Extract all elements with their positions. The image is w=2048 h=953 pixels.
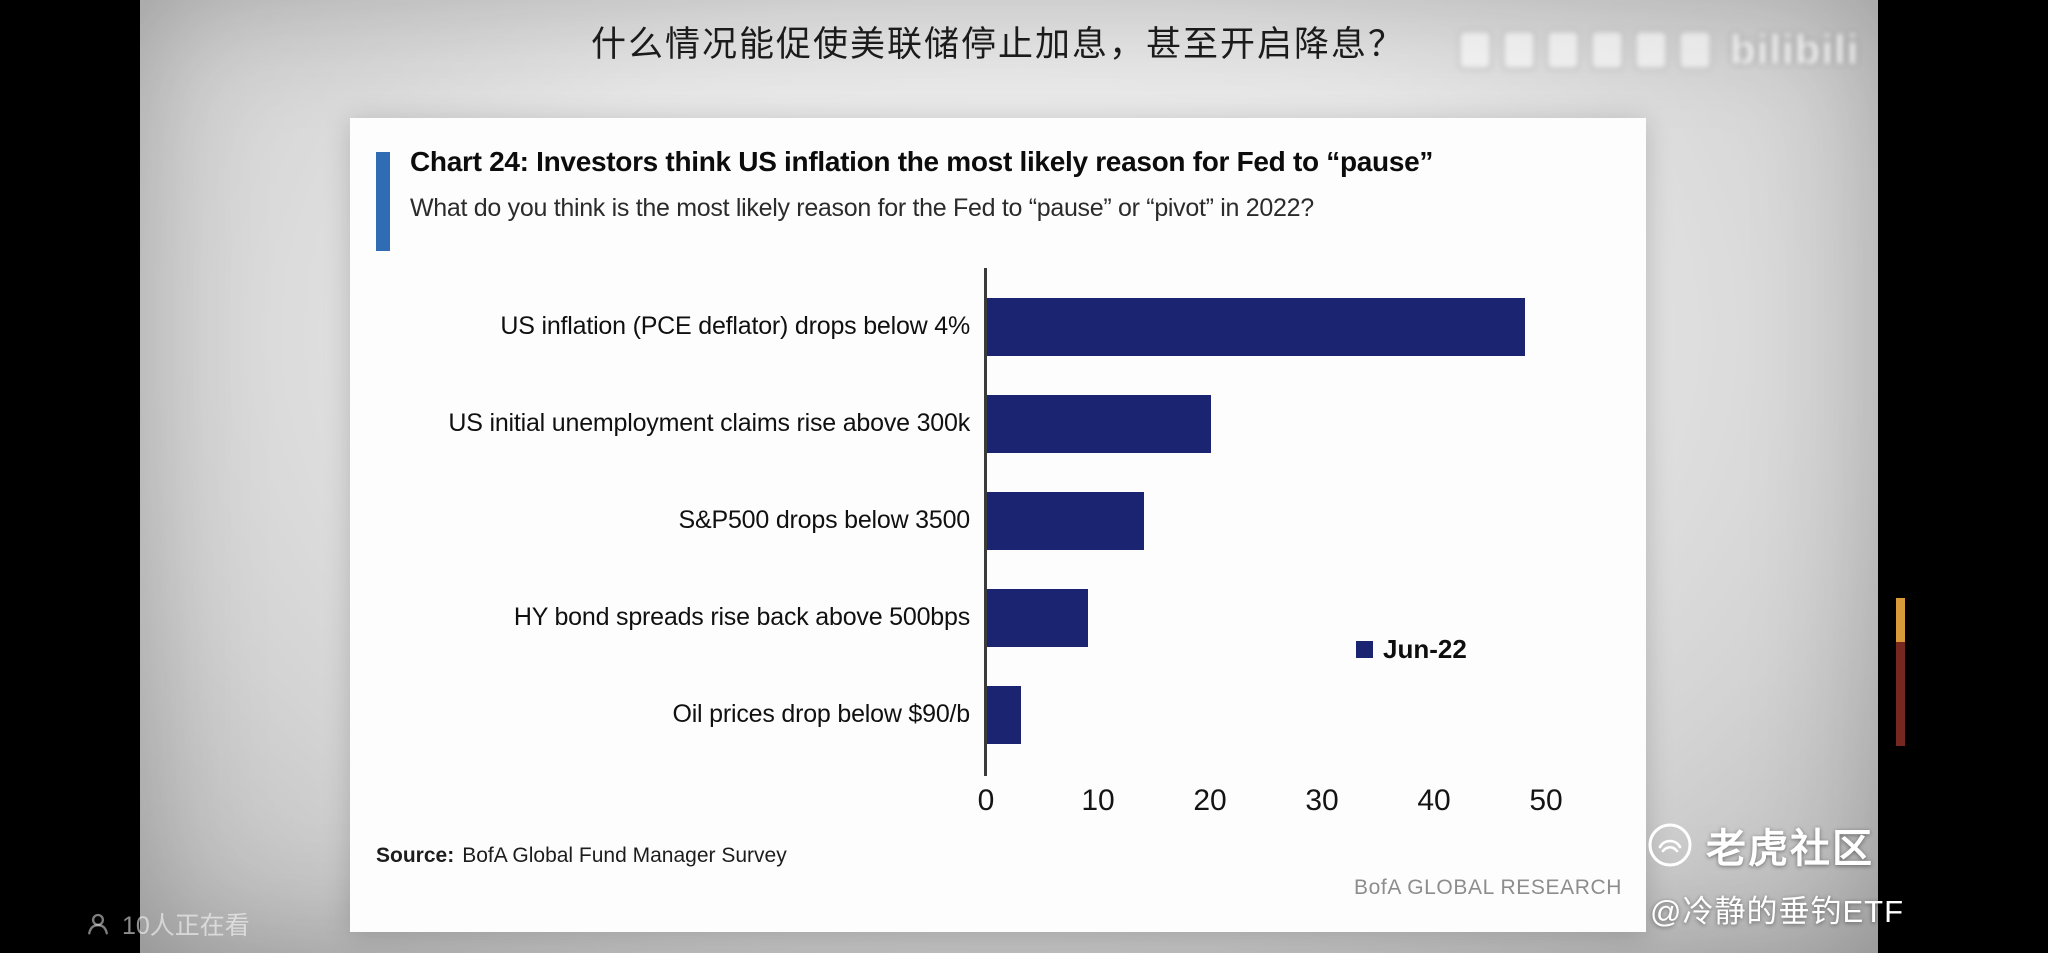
bar xyxy=(987,491,1144,550)
watermark-blur-blob xyxy=(1634,30,1668,70)
page-title: 什么情况能促使美联储停止加息，甚至开启降息？ xyxy=(590,25,1405,64)
category-label: US initial unemployment claims rise abov… xyxy=(448,409,970,437)
edge-strip-orange xyxy=(1896,598,1905,642)
bar-row: US inflation (PCE deflator) drops below … xyxy=(350,278,1646,375)
viewer-count-text: 10人正在看 xyxy=(122,912,250,940)
category-label: Oil prices drop below $90/b xyxy=(672,700,970,728)
watermark-blur-blob xyxy=(1458,30,1492,70)
bar-row: HY bond spreads rise back above 500bps xyxy=(350,569,1646,666)
y-axis-line xyxy=(984,268,987,776)
x-tick-label: 50 xyxy=(1529,784,1563,817)
legend-swatch xyxy=(1356,641,1373,658)
chart-legend: Jun-22 xyxy=(1356,634,1467,665)
channel-watermark: 老虎社区 xyxy=(1646,816,1874,874)
channel-handle: @冷静的垂钓ETF xyxy=(1650,894,1905,929)
bar-row: Oil prices drop below $90/b xyxy=(350,666,1646,763)
edge-strip-red xyxy=(1896,642,1905,746)
bilibili-logo: bilibili xyxy=(1730,26,1860,73)
bar xyxy=(987,685,1021,744)
chart-subtitle: What do you think is the most likely rea… xyxy=(410,194,1314,222)
bar xyxy=(987,588,1088,647)
x-tick-label: 30 xyxy=(1305,784,1339,817)
watermark-blur-blob xyxy=(1590,30,1624,70)
bar-track xyxy=(987,685,1646,744)
bar-row: US initial unemployment claims rise abov… xyxy=(350,375,1646,472)
x-tick-label: 10 xyxy=(1081,784,1115,817)
x-tick-label: 40 xyxy=(1417,784,1451,817)
category-label: S&P500 drops below 3500 xyxy=(678,506,971,534)
viewers-icon xyxy=(88,913,108,935)
source-label: Source: xyxy=(376,844,455,867)
x-tick-label: 0 xyxy=(977,784,995,817)
bar-track xyxy=(987,491,1646,550)
bar xyxy=(987,394,1211,453)
chart-panel: Chart 24: Investors think US inflation t… xyxy=(350,118,1646,932)
legend-label: Jun-22 xyxy=(1383,634,1467,664)
bar-track xyxy=(987,588,1646,647)
bar xyxy=(987,297,1525,356)
viewer-count-overlay: 10人正在看 xyxy=(84,906,250,942)
chart-title: Chart 24: Investors think US inflation t… xyxy=(410,146,1434,177)
bar-track xyxy=(987,297,1646,356)
blurred-watermark: bilibili xyxy=(1458,26,1859,74)
source-note: Source: BofA Global Fund Manager Survey xyxy=(376,844,787,868)
tiger-logo-icon xyxy=(1648,823,1692,867)
source-text: BofA Global Fund Manager Survey xyxy=(462,844,787,867)
category-label: US inflation (PCE deflator) drops below … xyxy=(500,312,970,340)
bar-track xyxy=(987,394,1646,453)
x-tick-label: 20 xyxy=(1193,784,1227,817)
category-label: HY bond spreads rise back above 500bps xyxy=(513,603,970,631)
watermark-blur-blob xyxy=(1502,30,1536,70)
watermark-blur-blob xyxy=(1546,30,1580,70)
title-accent-bar xyxy=(376,152,390,251)
bar-row: S&P500 drops below 3500 xyxy=(350,472,1646,569)
research-credit: BofA GLOBAL RESEARCH xyxy=(1354,876,1622,899)
channel-name: 老虎社区 xyxy=(1706,827,1874,871)
watermark-blur-blob xyxy=(1678,30,1712,70)
x-axis-ticks: 0 10 20 30 40 50 xyxy=(978,784,1646,822)
bar-chart: US inflation (PCE deflator) drops below … xyxy=(350,278,1646,763)
